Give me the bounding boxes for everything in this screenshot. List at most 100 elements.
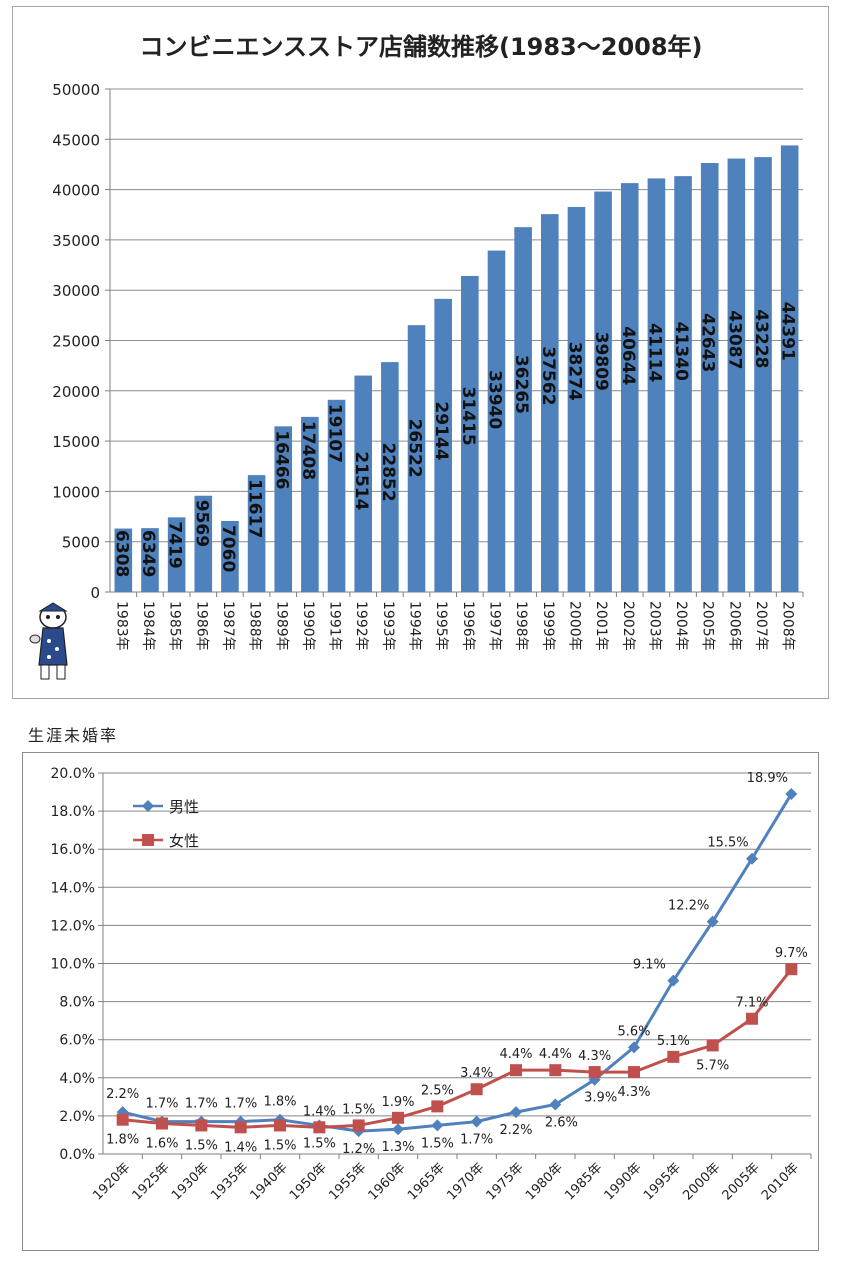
x-tick-label: 1990年 — [300, 601, 316, 651]
x-tick-label: 1986年 — [193, 601, 209, 651]
bar — [194, 495, 213, 592]
x-tick-label: 1994年 — [407, 601, 423, 651]
y-tick-label: 40000 — [52, 182, 100, 200]
female-data-point — [392, 1111, 404, 1124]
x-tick-label: 2006年 — [726, 601, 742, 651]
female-data-label: 9.7% — [775, 946, 808, 961]
bar — [434, 298, 452, 592]
x-tick-label: 1940年 — [248, 1160, 291, 1203]
female-data-point — [588, 1066, 601, 1079]
x-tick-label: 2002年 — [620, 601, 636, 651]
female-data-point — [234, 1121, 247, 1134]
y-tick-label: 16.0% — [51, 842, 95, 858]
bar — [461, 275, 479, 592]
bar — [407, 325, 426, 592]
bar — [221, 520, 239, 592]
y-tick-label: 0 — [90, 584, 100, 602]
female-data-point — [470, 1083, 483, 1096]
female-data-label: 1.5% — [263, 1138, 296, 1153]
female-series-line — [122, 968, 793, 1129]
legend: 男性 女性 — [133, 798, 199, 850]
x-tick-label: 1920年 — [90, 1160, 133, 1203]
bar-value-label: 11617 — [245, 479, 265, 538]
bar-value-label: 38274 — [564, 342, 584, 401]
bar-value-label: 26522 — [405, 419, 425, 478]
bar-value-label: 6349 — [138, 530, 158, 577]
bar-value-label: 29144 — [431, 401, 451, 460]
store-count-chart-svg: コンビニエンスストア店舗数推移(1983～2008年) 0 5000 10000 15… — [29, 33, 804, 680]
male-data-label: 5.6% — [617, 1024, 650, 1039]
y-tick-label: 25000 — [52, 333, 100, 351]
female-data-point — [352, 1119, 365, 1132]
male-data-point — [588, 1073, 601, 1086]
x-tick-label: 2005年 — [700, 601, 716, 651]
y-tick-label: 5000 — [62, 534, 100, 552]
bar-value-label: 39809 — [591, 332, 611, 391]
x-tick-label: 2007年 — [753, 601, 769, 651]
legend-entry-male: 男性 — [133, 798, 199, 816]
bar-value-label: 33940 — [484, 370, 504, 429]
male-series-line — [122, 793, 793, 1133]
unmarried-rate-chart-svg: 0.0% 2.0% 4.0% 6.0% 8.0% 10.0% 12.0% 14.0% 16.0%… — [51, 766, 812, 1203]
female-data-label: 1.5% — [342, 1102, 375, 1117]
male-data-label: 1.8% — [263, 1095, 296, 1110]
bar — [514, 227, 532, 592]
x-tick-label: 1970年 — [444, 1160, 487, 1203]
x-tick-label: 1925年 — [130, 1160, 173, 1203]
y-tick-label: 50000 — [52, 81, 100, 99]
x-tick-label: 1996年 — [460, 601, 476, 651]
bar-value-label: 42643 — [698, 313, 718, 372]
bar — [114, 528, 133, 592]
female-data-point — [785, 963, 798, 976]
x-tick-label: 2000年 — [566, 601, 582, 651]
male-data-label: 1.2% — [342, 1142, 375, 1157]
bar-value-label: 43228 — [751, 309, 771, 368]
bar — [647, 178, 666, 592]
female-data-label: 1.8% — [106, 1133, 139, 1148]
y-tick-label: 0.0% — [59, 1147, 95, 1163]
female-data-point — [274, 1119, 286, 1132]
male-data-label: 3.9% — [584, 1091, 617, 1106]
legend-label-male: 男性 — [169, 798, 199, 816]
male-data-label: 1.7% — [224, 1097, 257, 1112]
x-tick-label: 2008年 — [780, 601, 796, 651]
female-data-label: 4.4% — [499, 1047, 532, 1062]
y-tick-label: 10.0% — [51, 957, 95, 973]
male-data-point — [510, 1106, 522, 1119]
mascot-illustration — [29, 602, 68, 680]
male-data-point — [628, 1041, 640, 1054]
male-data-label: 2.2% — [499, 1123, 532, 1138]
y-tick-label: 18.0% — [51, 804, 95, 820]
female-data-point — [549, 1064, 562, 1077]
x-tick-label: 1965年 — [405, 1160, 448, 1203]
x-tick-label: 1995年 — [641, 1160, 684, 1203]
legend-label-female: 女性 — [169, 832, 199, 850]
male-data-label: 1.7% — [145, 1097, 178, 1112]
bar — [141, 528, 159, 592]
x-tick-label: 1975年 — [484, 1160, 527, 1203]
female-data-label: 1.5% — [185, 1138, 218, 1153]
female-data-point — [628, 1066, 640, 1079]
x-tick-label: 1990年 — [602, 1160, 645, 1203]
x-tick-label: 2010年 — [759, 1160, 802, 1203]
x-tick-label: 1955年 — [326, 1160, 369, 1203]
bar — [327, 399, 346, 592]
male-data-label: 2.6% — [545, 1115, 578, 1130]
female-data-point — [195, 1119, 208, 1132]
y-tick-label: 15000 — [52, 433, 100, 451]
x-tick-label: 1935年 — [208, 1160, 251, 1203]
bar-value-label: 17408 — [298, 421, 318, 480]
female-data-label: 5.7% — [696, 1058, 729, 1073]
x-tick-label: 1997年 — [486, 601, 502, 651]
chart-title: コンビニエンスストア店舗数推移(1983～2008年) — [139, 33, 702, 61]
x-tick-label: 1980年 — [523, 1160, 566, 1203]
bar — [301, 416, 319, 592]
female-data-point — [116, 1113, 129, 1126]
female-data-point — [667, 1050, 680, 1063]
bar-value-label: 16466 — [271, 430, 291, 489]
x-tick-label: 1985年 — [562, 1160, 605, 1203]
male-data-label: 1.3% — [381, 1140, 414, 1155]
y-tick-label: 20000 — [52, 383, 100, 401]
male-data-point — [431, 1119, 444, 1132]
bar — [354, 375, 373, 592]
